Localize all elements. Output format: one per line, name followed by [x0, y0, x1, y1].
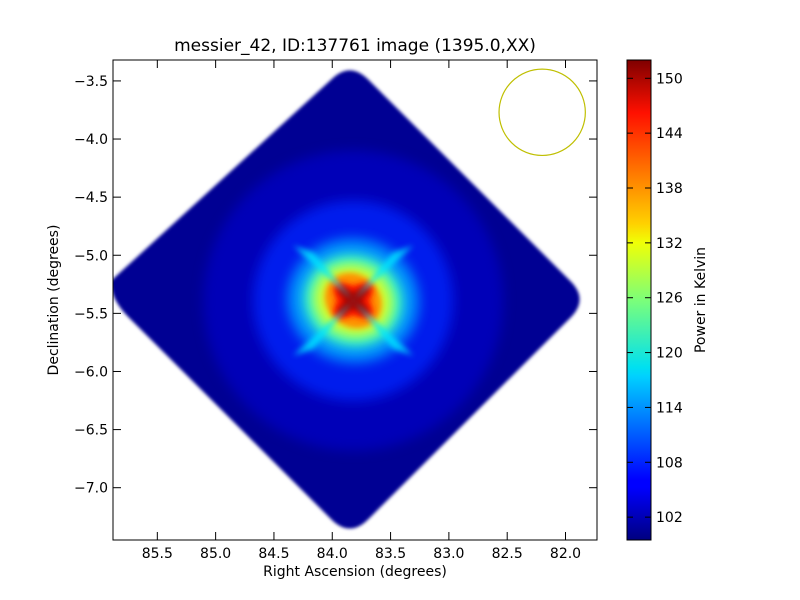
source-arm — [293, 300, 354, 356]
x-tick-label: 83.5 — [375, 546, 406, 562]
colorbar-tick-label: 144 — [656, 126, 683, 142]
x-axis-label: Right Ascension (degrees) — [263, 564, 447, 580]
colorbar-tick-label: 114 — [656, 400, 683, 416]
source-arm — [353, 245, 414, 301]
x-tick-label: 84.5 — [258, 546, 289, 562]
x-tick-label: 83.0 — [433, 546, 464, 562]
colorbar-tick-label: 132 — [656, 236, 683, 252]
y-tick-label: −7.0 — [74, 481, 108, 497]
colorbar-tick-label: 126 — [656, 291, 683, 307]
bright-source-emission — [203, 150, 504, 451]
y-tick-label: −6.5 — [74, 423, 108, 439]
chart-title: messier_42, ID:137761 image (1395.0,XX) — [174, 36, 536, 56]
colorbar: 102 108 114 120 126 132 138 144 150 Power in Kel… — [626, 59, 709, 541]
y-tick-label: −6.0 — [74, 364, 108, 380]
y-tick-label: −4.5 — [74, 190, 108, 206]
y-tick-label: −5.5 — [74, 306, 108, 322]
colorbar-tick-label: 108 — [656, 455, 683, 471]
y-tick-label: −4.0 — [74, 132, 108, 148]
colorbar-tick-label: 102 — [656, 510, 683, 526]
y-tick-label: −5.0 — [74, 248, 108, 264]
colorbar-label: Power in Kelvin — [693, 247, 709, 353]
heatmap-image — [113, 70, 580, 529]
x-tick-label: 84.0 — [317, 546, 348, 562]
colorbar-tick-label: 150 — [656, 71, 683, 87]
y-axis-ticks: −3.5 −4.0 −4.5 −5.0 −5.5 −6.0 −6.5 −7.0 — [74, 74, 597, 497]
y-axis-label: Declination (degrees) — [46, 225, 62, 376]
x-tick-label: 82.0 — [550, 546, 581, 562]
colorbar-tick-label: 120 — [656, 346, 683, 362]
beam-circle — [498, 68, 586, 157]
y-tick-label: −3.5 — [74, 74, 108, 90]
colorbar-ticks: 102 108 114 120 126 132 138 144 150 — [627, 71, 683, 526]
x-tick-label: 85.0 — [200, 546, 231, 562]
colorbar-gradient — [626, 59, 652, 541]
x-tick-label: 85.5 — [142, 546, 173, 562]
source-arm — [353, 300, 414, 356]
plot-frame — [112, 59, 598, 541]
colorbar-tick-label: 138 — [656, 181, 683, 197]
x-tick-label: 82.5 — [492, 546, 523, 562]
plot-area: 85.5 85.0 84.5 84.0 83.5 83.0 82.5 82.0 −3.5 −4.… — [74, 59, 598, 562]
x-axis-ticks: 85.5 85.0 84.5 84.0 83.5 83.0 82.5 82.0 — [142, 60, 581, 562]
source-arm — [293, 245, 354, 301]
